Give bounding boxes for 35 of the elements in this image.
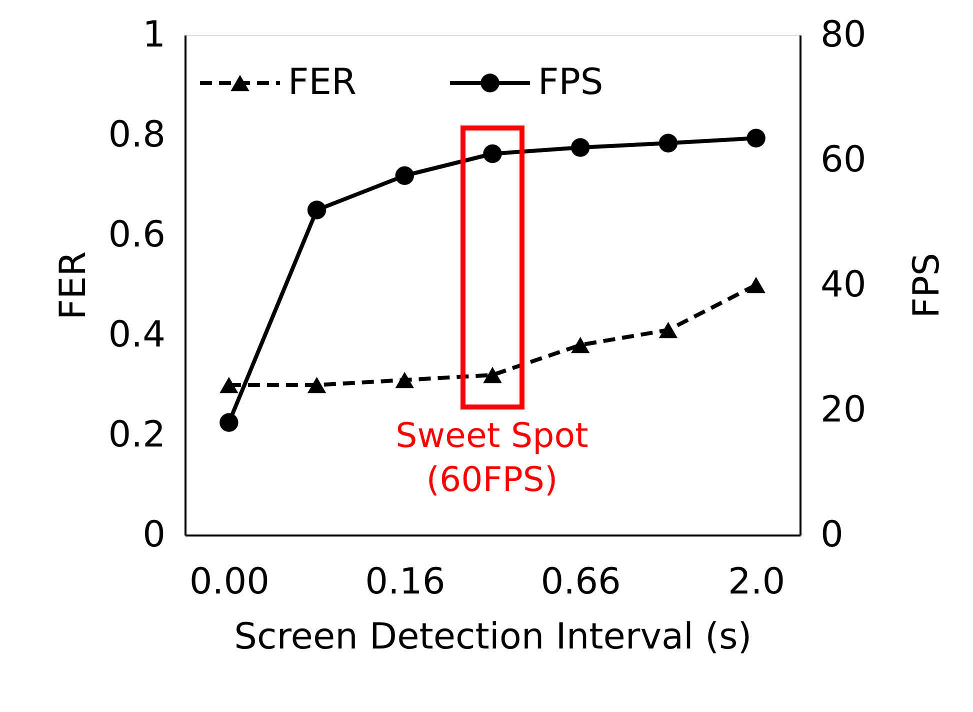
legend-label: FPS <box>538 62 604 103</box>
y-axis-title: FER <box>53 251 94 320</box>
y2-tick-label: 20 <box>820 390 866 430</box>
point <box>746 128 766 148</box>
y2-tick-label: 40 <box>820 264 866 306</box>
point <box>746 276 766 294</box>
x-tick-label: 0.66 <box>540 562 621 602</box>
x-tick-label: 2.0 <box>728 562 786 602</box>
y-tick-label: 0 <box>142 514 166 556</box>
y-tick-label: 0.8 <box>108 114 166 156</box>
point <box>658 134 678 152</box>
point <box>658 322 678 338</box>
point <box>220 376 238 394</box>
point <box>395 166 414 185</box>
x-axis-title: Screen Detection Interval (s) <box>234 616 752 658</box>
y2-tick-label: 0 <box>820 514 844 556</box>
y2-tick-label: 80 <box>820 14 866 56</box>
y-tick-label: 0.6 <box>108 214 166 256</box>
y-tick-label: 0.4 <box>108 314 166 356</box>
point <box>571 138 590 157</box>
point <box>571 336 590 354</box>
point <box>220 413 238 432</box>
point <box>483 144 502 164</box>
annotation: Sweet Spot (60FPS) <box>396 416 588 500</box>
point <box>395 372 414 388</box>
point <box>483 366 502 384</box>
x-tick-label: 0.16 <box>365 562 446 602</box>
y-tick-label: 1 <box>142 14 166 56</box>
y2-axis-title: FPS <box>906 252 948 318</box>
point <box>307 200 326 220</box>
y-tick-label: 0.2 <box>108 414 166 456</box>
legend-label: FER <box>288 62 356 103</box>
x-tick-label: 0.00 <box>189 562 270 602</box>
y2-tick-label: 60 <box>820 140 866 180</box>
point <box>307 376 326 394</box>
